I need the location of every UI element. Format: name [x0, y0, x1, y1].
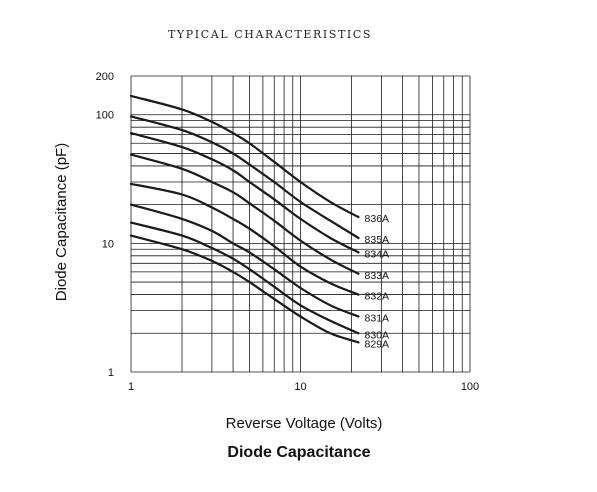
chart-title: Diode Capacitance: [227, 444, 370, 461]
x-tick-label: 10: [294, 381, 306, 393]
x-tick-labels: 1 10 100: [128, 381, 479, 393]
curve-833A: [129, 153, 360, 275]
plot-grid: [130, 75, 471, 373]
y-tick-labels: 1 10 100 200: [96, 71, 114, 379]
series-label-832A: 832A: [365, 291, 390, 303]
y-tick-label: 100: [96, 110, 114, 122]
curve-836A: [129, 94, 360, 219]
x-tick-label: 1: [128, 381, 134, 393]
curve-832A: [129, 182, 360, 296]
page-heading: TYPICAL CHARACTERISTICS: [168, 28, 372, 41]
y-tick-label: 1: [108, 367, 114, 379]
x-tick-label: 100: [461, 381, 479, 393]
x-axis-label: Reverse Voltage (Volts): [226, 415, 383, 432]
series-label-835A: 835A: [365, 234, 390, 246]
series-label-829A: 829A: [365, 338, 390, 350]
curve-830A: [129, 221, 360, 335]
series-label-836A: 836A: [365, 213, 390, 225]
y-tick-label: 10: [102, 238, 114, 250]
series-label-834A: 834A: [365, 248, 390, 260]
series-label-833A: 833A: [365, 270, 390, 282]
y-axis-label: Diode Capacitance (pF): [53, 143, 70, 301]
y-tick-label: 200: [96, 71, 114, 83]
series-label-831A: 831A: [365, 313, 390, 325]
curve-831A: [129, 203, 360, 318]
curve-829A: [129, 234, 360, 344]
curve-835A: [129, 115, 360, 240]
series-label-830A: 830A: [365, 329, 390, 341]
curve-834A: [129, 132, 360, 254]
plot-curves: [129, 94, 360, 344]
